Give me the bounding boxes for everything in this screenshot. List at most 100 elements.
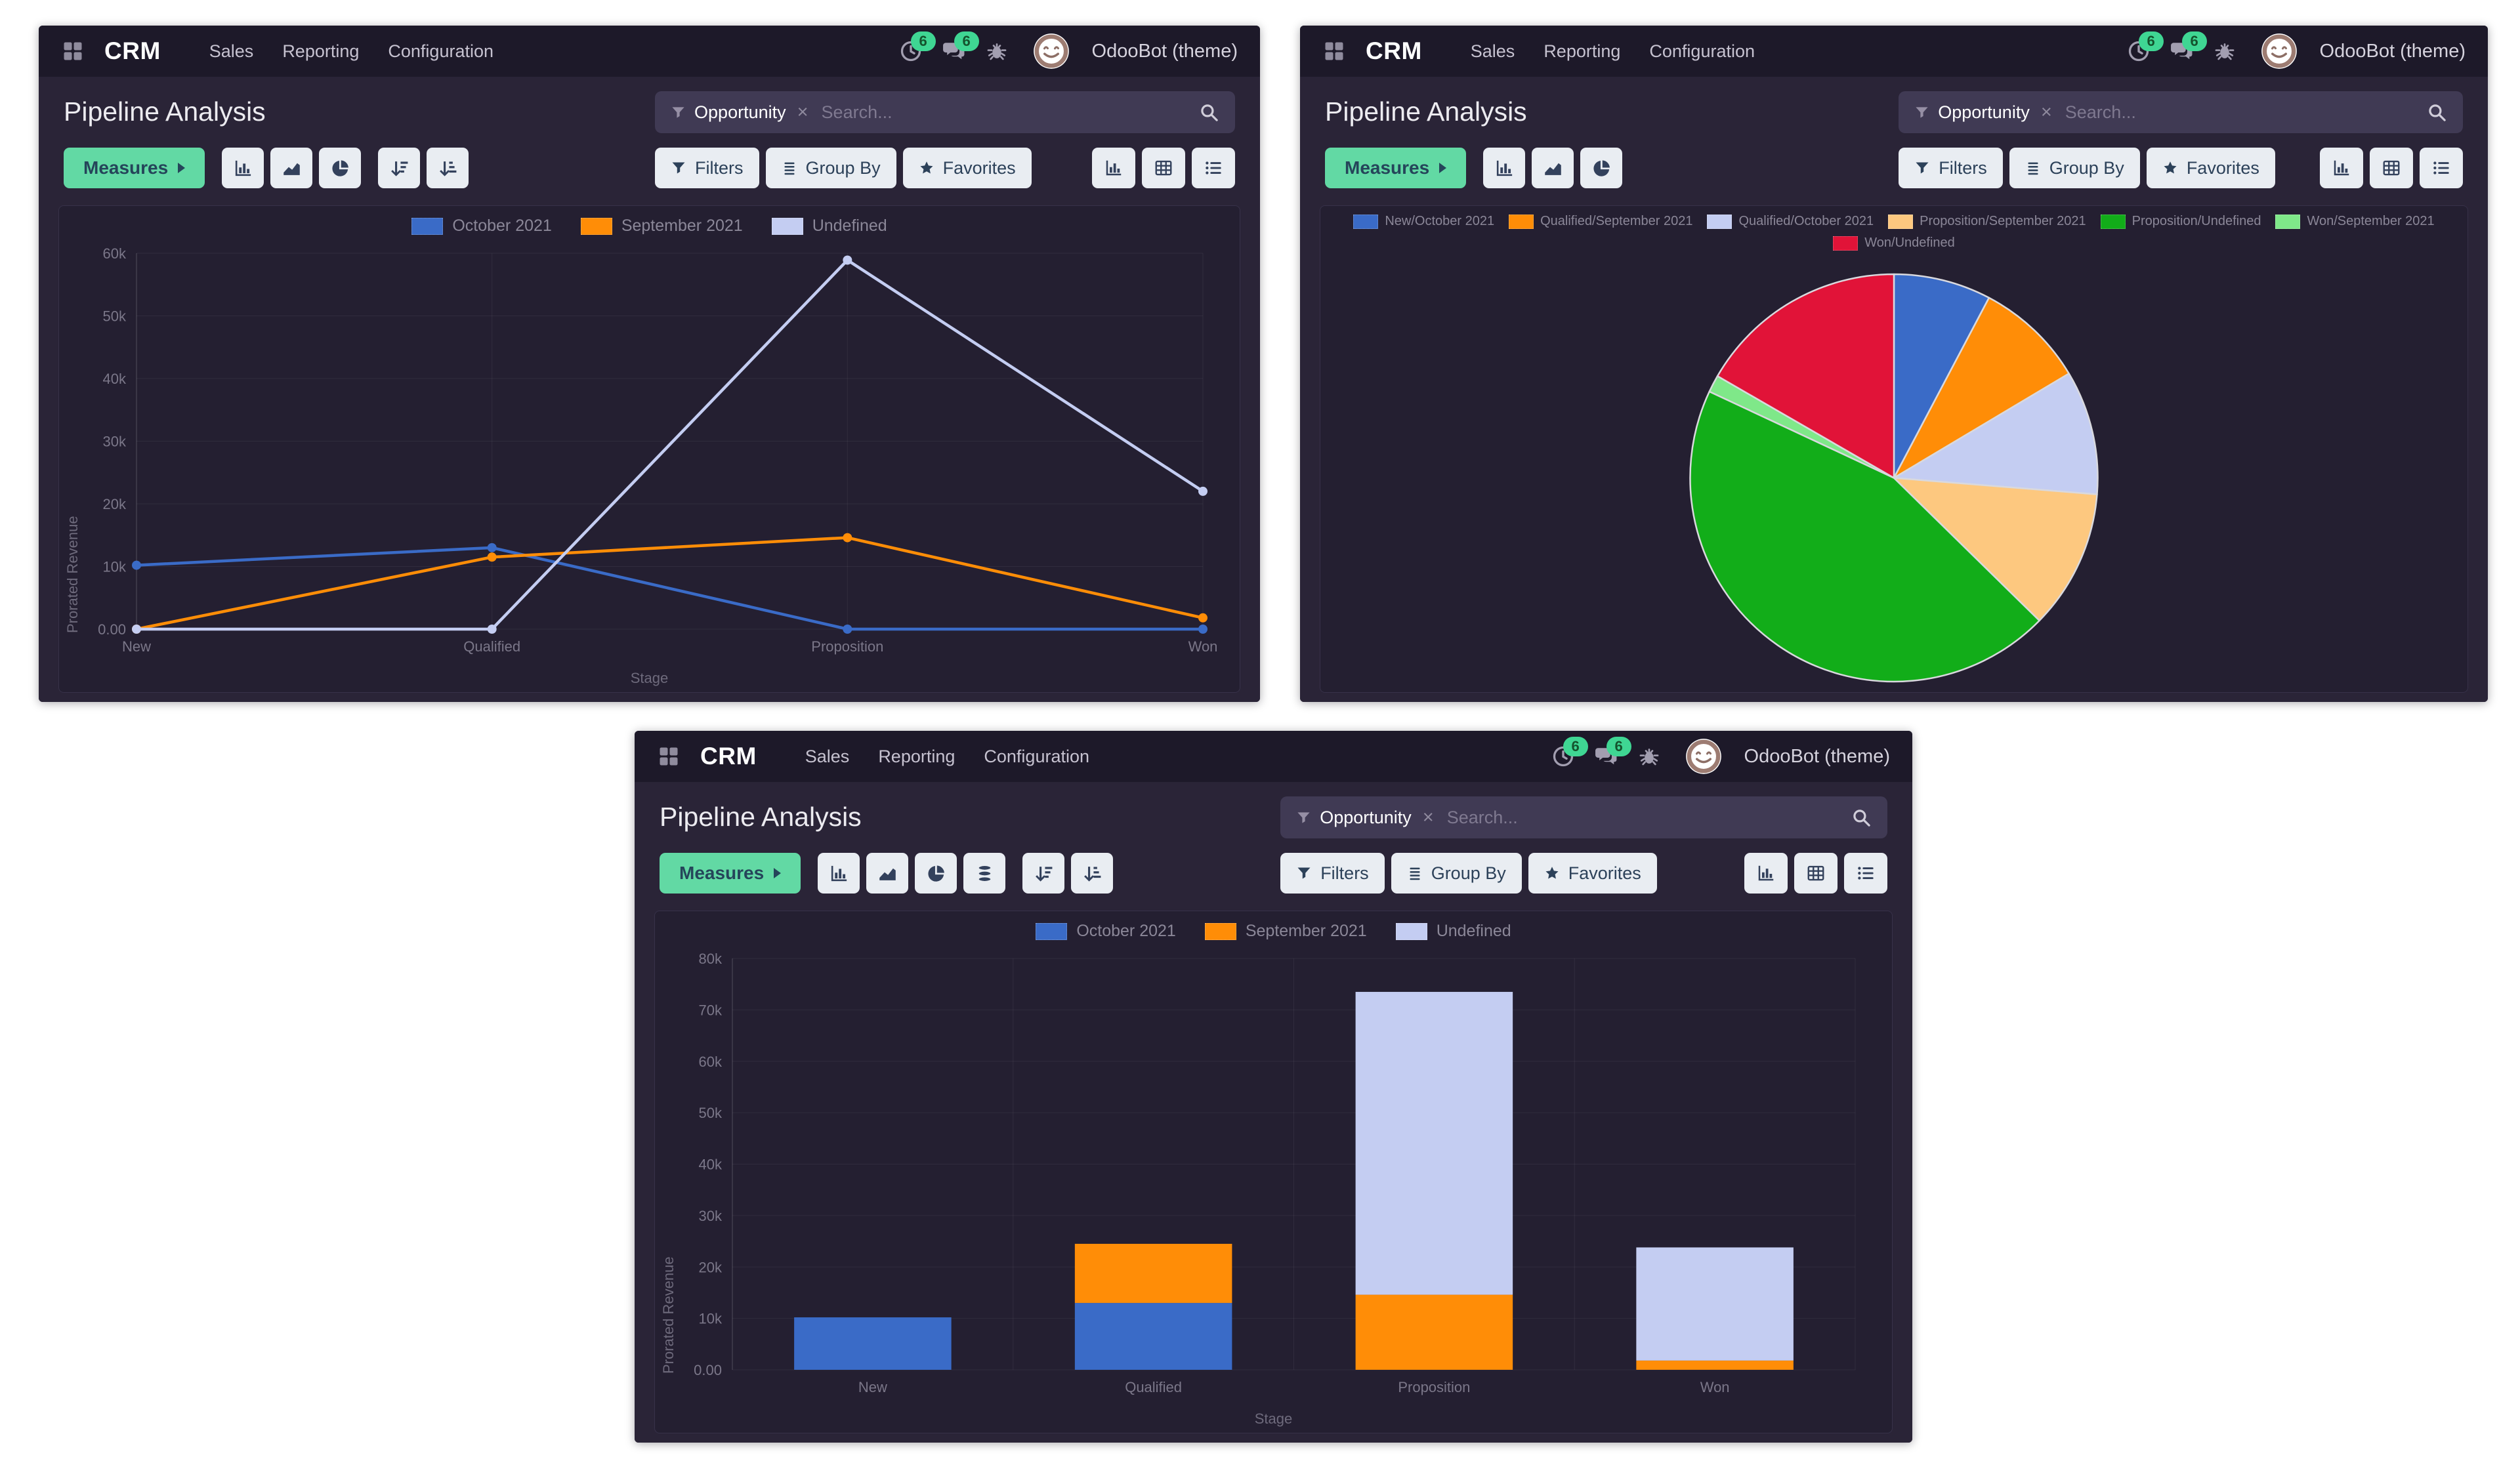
sort-descending-button[interactable] (378, 148, 421, 188)
facet-remove-icon[interactable]: × (2040, 101, 2052, 123)
avatar[interactable] (1685, 738, 1722, 775)
activities-button[interactable]: 6 (1551, 737, 1588, 768)
search-placeholder[interactable]: Search... (821, 102, 892, 122)
pie-chart-button[interactable] (915, 853, 957, 894)
graph-view-button[interactable] (2320, 148, 2363, 188)
measures-button[interactable]: Measures (64, 148, 205, 188)
search-bar[interactable]: Opportunity × Search... (655, 91, 1235, 133)
funnel-icon (671, 160, 686, 176)
pie-slice[interactable] (1893, 373, 2099, 495)
sort-ascending-button[interactable] (1071, 853, 1114, 894)
bar-chart-button[interactable] (1483, 148, 1526, 188)
bar-chart-button[interactable] (222, 148, 264, 188)
messages-button[interactable]: 6 (942, 31, 979, 63)
line-chart-button[interactable] (866, 853, 909, 894)
pie-chart-button[interactable] (319, 148, 362, 188)
debug-icon[interactable] (986, 40, 1008, 62)
pie-slice[interactable] (1893, 297, 2070, 479)
search-icon[interactable] (1199, 102, 1219, 123)
legend-item[interactable]: October 2021 (411, 216, 552, 236)
graph-view-button[interactable] (1744, 853, 1788, 894)
favorites-button[interactable]: Favorites (2146, 148, 2275, 188)
user-menu[interactable]: OdooBot (theme) (1744, 745, 1890, 767)
pie-slice[interactable] (1716, 273, 1895, 479)
activities-button[interactable]: 6 (2127, 31, 2164, 63)
legend-item[interactable]: New/October 2021 (1353, 214, 1494, 229)
legend-item[interactable]: September 2021 (1204, 922, 1367, 941)
filters-button[interactable]: Filters (1280, 853, 1385, 894)
pie-slice[interactable] (1893, 477, 2098, 622)
favorites-button[interactable]: Favorites (1528, 853, 1657, 894)
activities-button[interactable]: 6 (899, 31, 936, 63)
menu-configuration[interactable]: Configuration (984, 746, 1089, 766)
menu-sales[interactable]: Sales (1470, 41, 1515, 61)
legend-item[interactable]: Qualified/September 2021 (1509, 214, 1692, 229)
chart-legend: October 2021 September 2021 Undefined (655, 922, 1892, 941)
legend-item[interactable]: Proposition/Undefined (2100, 214, 2261, 229)
legend-item[interactable]: Won/Undefined (1833, 236, 1955, 251)
search-icon[interactable] (1851, 808, 1872, 828)
line-chart-button[interactable] (270, 148, 313, 188)
pivot-view-button[interactable] (2370, 148, 2413, 188)
legend-item[interactable]: Won/September 2021 (2275, 214, 2435, 229)
menu-configuration[interactable]: Configuration (1649, 41, 1755, 61)
messages-button[interactable]: 6 (2170, 31, 2207, 63)
sort-ascending-button[interactable] (427, 148, 469, 188)
avatar[interactable] (2261, 33, 2298, 70)
pivot-view-button[interactable] (1142, 148, 1185, 188)
measures-button[interactable]: Measures (660, 853, 801, 894)
group-by-button[interactable]: Group By (765, 148, 896, 188)
filters-button[interactable]: Filters (655, 148, 759, 188)
legend-item[interactable]: Proposition/September 2021 (1888, 214, 2086, 229)
app-name[interactable]: CRM (1366, 37, 1422, 64)
favorites-button[interactable]: Favorites (902, 148, 1032, 188)
filters-button[interactable]: Filters (1899, 148, 2003, 188)
search-bar[interactable]: Opportunity × Search... (1280, 796, 1887, 838)
user-menu[interactable]: OdooBot (theme) (1091, 40, 1238, 62)
apps-menu-icon[interactable] (657, 745, 681, 768)
app-name[interactable]: CRM (700, 743, 757, 770)
svg-text:New: New (858, 1379, 887, 1395)
line-chart-icon (1543, 158, 1563, 178)
debug-icon[interactable] (2214, 40, 2236, 62)
menu-reporting[interactable]: Reporting (282, 41, 360, 61)
legend-item[interactable]: September 2021 (580, 216, 743, 236)
facet-remove-icon[interactable]: × (1422, 806, 1434, 828)
search-placeholder[interactable]: Search... (1446, 807, 1518, 827)
search-bar[interactable]: Opportunity × Search... (1899, 91, 2463, 133)
pie-chart-button[interactable] (1580, 148, 1623, 188)
menu-sales[interactable]: Sales (209, 41, 254, 61)
stacked-toggle-button[interactable] (963, 853, 1006, 894)
pivot-view-button[interactable] (1794, 853, 1838, 894)
line-chart-button[interactable] (1532, 148, 1574, 188)
search-placeholder[interactable]: Search... (2065, 102, 2136, 122)
avatar[interactable] (1033, 33, 1070, 70)
menu-reporting[interactable]: Reporting (1544, 41, 1621, 61)
messages-button[interactable]: 6 (1595, 737, 1631, 768)
list-view-button[interactable] (1192, 148, 1235, 188)
menu-configuration[interactable]: Configuration (388, 41, 494, 61)
pie-slice[interactable] (1689, 390, 2040, 683)
legend-item[interactable]: Undefined (771, 216, 887, 236)
legend-item[interactable]: Undefined (1395, 922, 1511, 941)
group-by-button[interactable]: Group By (2009, 148, 2140, 188)
list-view-button[interactable] (2420, 148, 2463, 188)
app-name[interactable]: CRM (104, 37, 161, 64)
menu-sales[interactable]: Sales (805, 746, 850, 766)
list-view-button[interactable] (1844, 853, 1887, 894)
measures-button[interactable]: Measures (1325, 148, 1467, 188)
facet-remove-icon[interactable]: × (797, 101, 808, 123)
bar-chart-button[interactable] (818, 853, 860, 894)
pie-slice[interactable] (1893, 273, 1990, 479)
legend-item[interactable]: Qualified/October 2021 (1707, 214, 1874, 229)
search-icon[interactable] (2427, 102, 2447, 123)
apps-menu-icon[interactable] (1322, 39, 1346, 63)
sort-descending-button[interactable] (1022, 853, 1065, 894)
menu-reporting[interactable]: Reporting (878, 746, 956, 766)
graph-view-button[interactable] (1092, 148, 1135, 188)
apps-menu-icon[interactable] (61, 39, 85, 63)
user-menu[interactable]: OdooBot (theme) (2319, 40, 2466, 62)
group-by-button[interactable]: Group By (1391, 853, 1522, 894)
legend-item[interactable]: October 2021 (1036, 922, 1176, 941)
debug-icon[interactable] (1638, 745, 1660, 768)
